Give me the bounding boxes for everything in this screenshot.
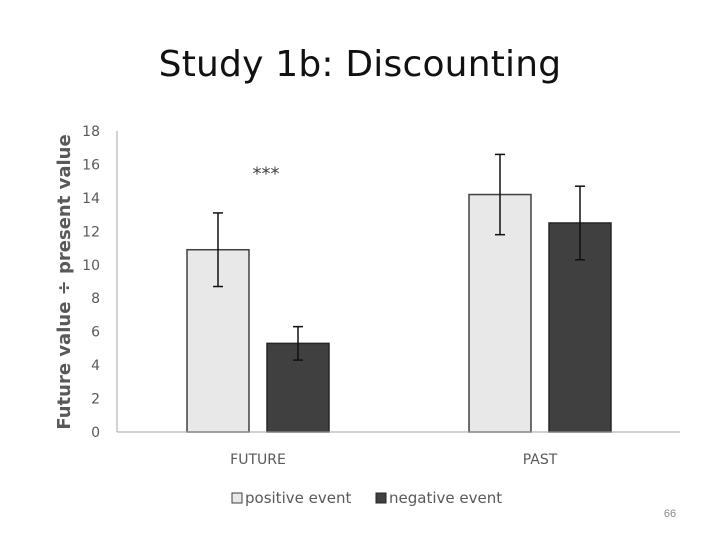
y-tick-label: 16 xyxy=(82,157,100,173)
x-category-label: PAST xyxy=(523,452,558,468)
y-axis: 0 2 4 6 8 10 12 14 16 18 Future value ÷ present va… xyxy=(54,124,118,441)
y-axis-title: Future value ÷ present value xyxy=(54,134,75,429)
x-category-label: FUTURE xyxy=(230,452,286,468)
bars xyxy=(186,153,612,433)
slide-title: Study 1b: Discounting xyxy=(158,44,562,85)
significance-marker: *** xyxy=(253,163,280,184)
legend-label: positive event xyxy=(245,489,351,507)
y-tick-label: 0 xyxy=(91,425,100,441)
annotations: *** xyxy=(253,163,280,184)
y-tick-label: 8 xyxy=(91,291,100,307)
legend-label: negative event xyxy=(389,489,502,507)
y-tick-label: 12 xyxy=(82,224,100,240)
y-tick-label: 14 xyxy=(82,191,100,207)
y-tick-label: 18 xyxy=(82,124,100,140)
x-axis: FUTURE PAST xyxy=(117,431,680,468)
page-number: 66 xyxy=(663,508,677,520)
y-tick-label: 2 xyxy=(91,392,100,408)
y-tick-label: 10 xyxy=(82,258,100,274)
legend: positive event negative event xyxy=(231,489,502,507)
y-tick-label: 4 xyxy=(91,358,100,374)
y-tick-label: 6 xyxy=(91,325,100,341)
legend-swatch xyxy=(231,492,243,504)
legend-swatch xyxy=(375,492,387,504)
